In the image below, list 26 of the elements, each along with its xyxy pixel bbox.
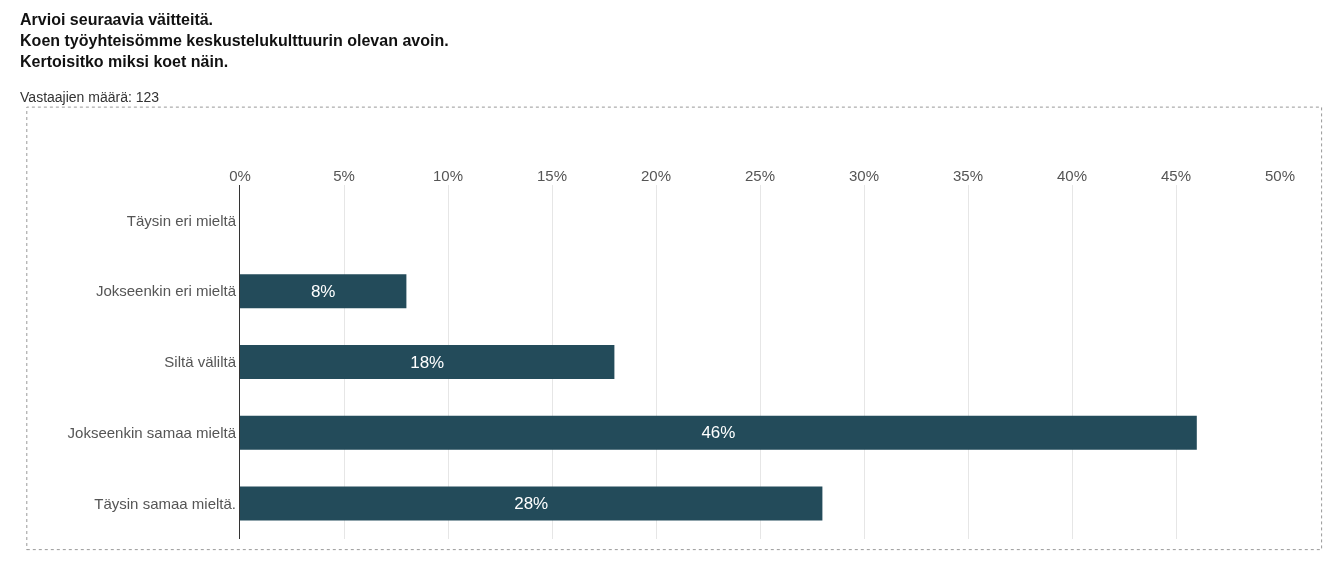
- y-tick-label: Täysin samaa mieltä.: [94, 494, 236, 512]
- y-tick-label: Jokseenkin eri mieltä: [95, 282, 237, 300]
- chart-title: Arvioi seuraavia väitteitä. Koen työyhteisömme keskustelukulttuurin olevan avoin. Kertoisitko miksi koet näin.: [20, 11, 449, 70]
- data-label: 46%: [701, 423, 736, 443]
- x-tick-label: 45%: [1160, 167, 1192, 184]
- x-tick-label: 0%: [229, 167, 251, 184]
- data-label: 18%: [410, 352, 445, 372]
- bar: [240, 415, 1197, 450]
- data-label: 8%: [310, 281, 336, 301]
- bar: [240, 274, 407, 309]
- y-tick-label: Täysin eri mieltä: [126, 211, 237, 229]
- x-tick-label: 40%: [1056, 167, 1088, 184]
- y-tick-label: Siltä väliltä: [164, 353, 237, 371]
- x-tick-label: 5%: [333, 167, 355, 184]
- x-tick-label: 50%: [1264, 167, 1296, 184]
- x-tick-label: 15%: [536, 167, 568, 184]
- bar: [240, 486, 823, 521]
- x-tick-label: 20%: [640, 167, 672, 184]
- x-tick-label: 25%: [744, 167, 776, 184]
- bar: [240, 345, 615, 379]
- x-tick-label: 35%: [952, 167, 984, 184]
- y-tick-label: Jokseenkin samaa mieltä: [67, 424, 237, 442]
- data-label: 28%: [514, 494, 549, 514]
- x-tick-label: 10%: [432, 167, 464, 184]
- x-tick-label: 30%: [848, 167, 880, 184]
- text: Vastaajien määrä: 123: [20, 89, 160, 106]
